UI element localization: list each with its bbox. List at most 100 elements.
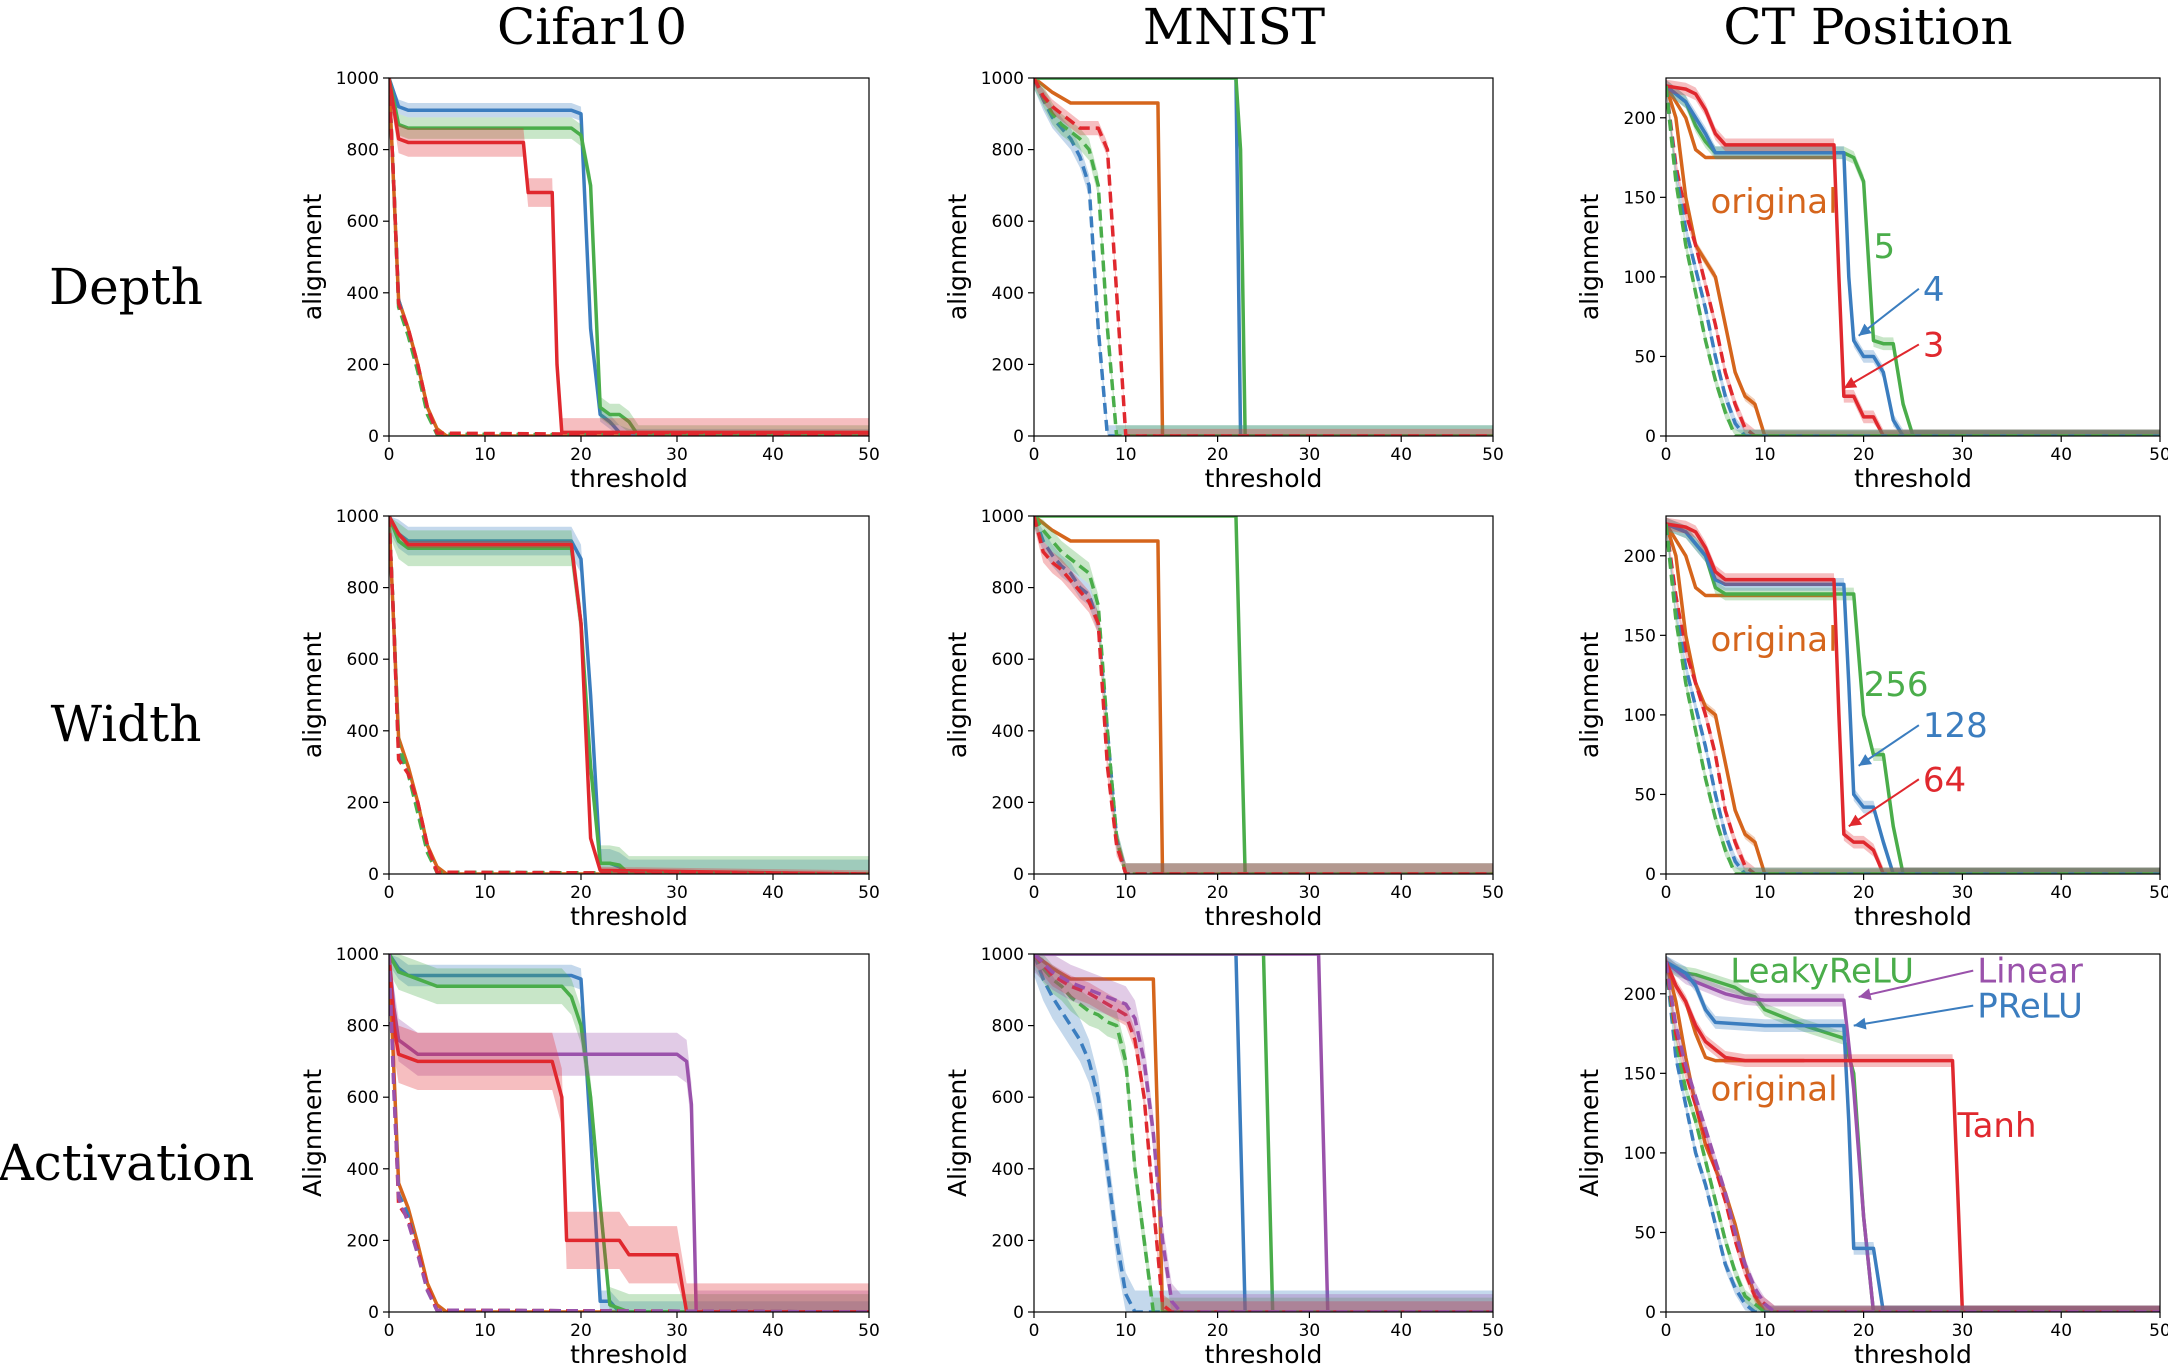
series-line-green-dashed [1666, 961, 2160, 1312]
x-tick-label: 30 [666, 1321, 688, 1341]
x-tick-label: 10 [474, 883, 496, 903]
y-tick-label: 0 [1013, 865, 1024, 885]
y-tick-label: 800 [992, 141, 1024, 161]
column-title-mnist: MNIST [1143, 0, 1325, 56]
x-tick-label: 0 [1661, 445, 1672, 465]
series-line-green-dashed [1034, 516, 1493, 874]
x-axis-label: threshold [570, 1340, 688, 1368]
x-tick-label: 40 [2050, 1321, 2072, 1341]
series-line-green-dashed [1034, 954, 1493, 1312]
series-line-green-solid [389, 78, 869, 436]
series-line-blue-dashed [389, 516, 869, 874]
x-tick-label: 50 [2149, 883, 2168, 903]
x-tick-label: 20 [570, 445, 592, 465]
series-line-red-dashed [389, 78, 869, 436]
y-tick-label: 50 [1634, 347, 1656, 367]
y-tick-label: 1000 [336, 69, 379, 89]
y-tick-label: 200 [1624, 109, 1656, 129]
x-tick-label: 10 [1754, 883, 1776, 903]
subplot-depth-ct: 0 10 20 30 40 50 0 50 100 150 200 threshold alignmen… [1575, 77, 2168, 493]
series-line-blue-dashed [1034, 954, 1493, 1312]
x-tick-label: 40 [1390, 883, 1412, 903]
y-tick-label: 600 [347, 650, 379, 670]
series-line-purple-solid [389, 954, 869, 1312]
y-tick-label: 800 [347, 141, 379, 161]
confidence-band-red [389, 954, 869, 1312]
y-tick-label: 150 [1624, 626, 1656, 646]
y-tick-label: 600 [347, 1088, 379, 1108]
series-line-green-solid [389, 954, 869, 1312]
x-tick-label: 0 [384, 445, 395, 465]
y-tick-label: 400 [347, 284, 379, 304]
axes-frame [1665, 77, 2161, 437]
axes-frame [1033, 953, 1494, 1313]
y-tick-label: 0 [1645, 427, 1656, 447]
y-tick-label: 400 [992, 284, 1024, 304]
plot-area [1666, 955, 2160, 1312]
axes-frame [388, 515, 870, 875]
x-axis-label: threshold [570, 902, 688, 931]
subplot-depth-mnist: 0 10 20 30 40 50 0 200 400 600 800 1000 threshold ali… [943, 69, 1504, 493]
x-tick-label: 10 [1754, 1321, 1776, 1341]
y-tick-label: 600 [992, 1088, 1024, 1108]
series-line-orange-solid [1666, 85, 2160, 436]
series-line-orange-solid [1034, 516, 1493, 874]
x-tick-label: 30 [1299, 883, 1321, 903]
y-axis-label: Alignment [943, 1069, 972, 1197]
subplot-width-mnist: 0 10 20 30 40 50 0 200 400 600 800 1000 threshold ali… [943, 507, 1504, 931]
annotation-arrow [1848, 778, 1920, 828]
series-line-green-solid [1034, 78, 1493, 436]
x-axis-label: threshold [1205, 464, 1323, 493]
plot-area [389, 954, 869, 1312]
axes-frame [1665, 515, 2161, 875]
y-tick-label: 200 [992, 355, 1024, 375]
x-tick-label: 40 [762, 883, 784, 903]
x-tick-label: 30 [1952, 445, 1974, 465]
x-tick-label: 50 [1482, 883, 1504, 903]
x-tick-label: 50 [858, 883, 880, 903]
series-line-red-dashed [1666, 523, 2160, 874]
confidence-band-green [389, 954, 869, 1312]
plot-area [1666, 79, 2160, 436]
y-tick-label: 150 [1624, 1064, 1656, 1084]
x-axis-label: threshold [1205, 1340, 1323, 1368]
y-tick-label: 50 [1634, 1223, 1656, 1243]
annotation-label: 4 [1923, 270, 1945, 310]
y-axis-label: alignment [943, 632, 972, 759]
row-title-activation: Activation [0, 1134, 254, 1192]
series-line-purple-solid [1666, 960, 2160, 1312]
x-tick-label: 10 [1115, 883, 1137, 903]
series-line-blue-dashed [1666, 961, 2160, 1312]
y-tick-label: 1000 [981, 945, 1024, 965]
y-tick-label: 200 [992, 793, 1024, 813]
row-title-width: Width [51, 695, 202, 753]
x-tick-label: 20 [570, 1321, 592, 1341]
series-line-red-dashed [1034, 78, 1493, 436]
confidence-band-red [389, 516, 869, 874]
series-line-red-dashed [389, 516, 869, 874]
x-tick-label: 50 [858, 445, 880, 465]
annotation-arrow [1858, 287, 1920, 337]
y-tick-label: 800 [992, 579, 1024, 599]
x-tick-label: 20 [1853, 445, 1875, 465]
confidence-band-red [1034, 516, 1493, 874]
axes-frame [388, 77, 870, 437]
x-tick-label: 40 [762, 445, 784, 465]
axes-frame [1665, 953, 2161, 1313]
annotation-label: 128 [1923, 706, 1988, 746]
plot-area [1034, 954, 1493, 1312]
y-tick-label: 200 [347, 1231, 379, 1251]
y-tick-label: 100 [1624, 268, 1656, 288]
y-tick-label: 1000 [336, 945, 379, 965]
y-tick-label: 100 [1624, 706, 1656, 726]
annotation-arrowhead [1858, 323, 1872, 336]
annotation-arrow [1853, 1004, 1974, 1027]
y-tick-label: 200 [1624, 985, 1656, 1005]
x-tick-label: 10 [1115, 445, 1137, 465]
x-tick-label: 10 [474, 445, 496, 465]
annotation-arrow [1843, 343, 1920, 390]
annotation-label: original [1710, 182, 1837, 222]
subplot-depth-cifar10: 0 10 20 30 40 50 0 200 400 600 800 1000 threshold ali… [298, 69, 880, 493]
y-tick-label: 600 [992, 212, 1024, 232]
x-tick-label: 50 [1482, 1321, 1504, 1341]
